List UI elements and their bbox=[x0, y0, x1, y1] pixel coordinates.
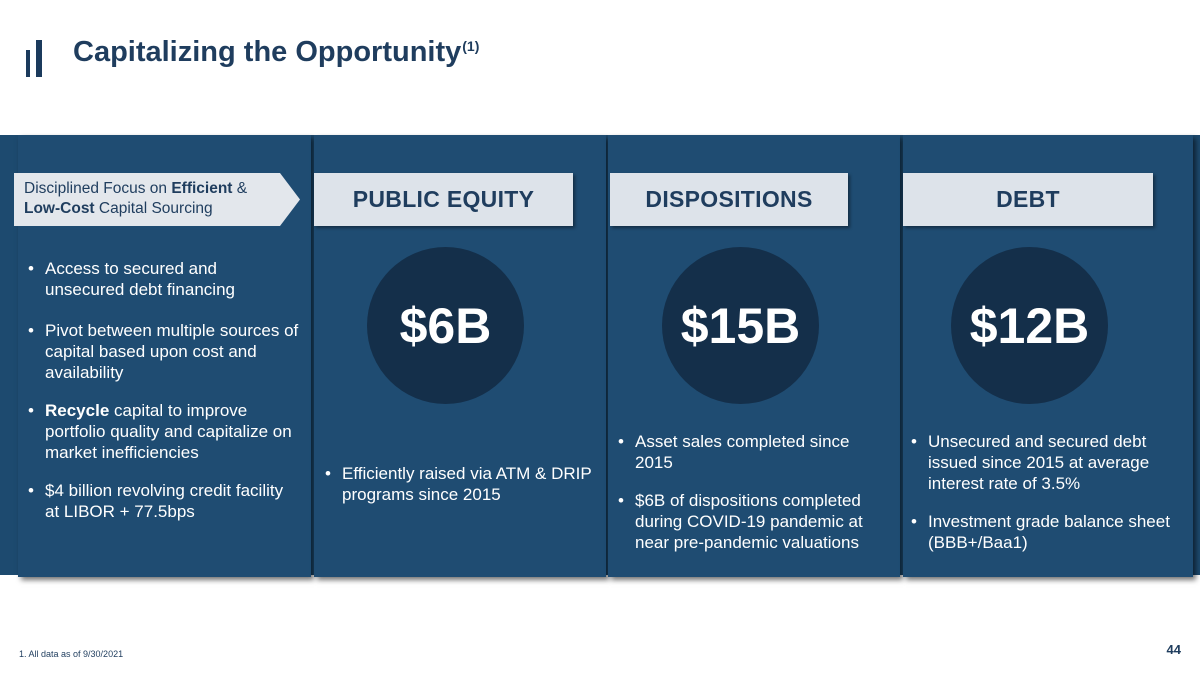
public-equity-bullets: Efficiently raised via ATM & DRIP progra… bbox=[323, 463, 593, 505]
amount-circle-dispositions: $15B bbox=[662, 247, 819, 404]
debt-bullets: Unsecured and secured debt issued since … bbox=[909, 431, 1189, 553]
list-item: $4 billion revolving credit facility at … bbox=[26, 480, 301, 522]
list-item: Unsecured and secured debt issued since … bbox=[909, 431, 1189, 494]
capital-sourcing-callout: Disciplined Focus on Efficient & Low-Cos… bbox=[14, 173, 300, 226]
title-footnote-marker: (1) bbox=[462, 38, 480, 54]
amount-circle-public-equity: $6B bbox=[367, 247, 524, 404]
dispositions-bullets: Asset sales completed since 2015 $6B of … bbox=[616, 431, 886, 553]
list-item: Investment grade balance sheet (BBB+/Baa… bbox=[909, 511, 1189, 553]
list-item: $6B of dispositions completed during COV… bbox=[616, 490, 886, 553]
amount-circle-debt: $12B bbox=[951, 247, 1108, 404]
header-public-equity: PUBLIC EQUITY bbox=[314, 173, 573, 226]
list-item: Recycle capital to improve portfolio qua… bbox=[26, 400, 301, 463]
slide-title: Capitalizing the Opportunity(1) bbox=[73, 36, 480, 68]
list-item: Pivot between multiple sources of capita… bbox=[26, 320, 301, 383]
company-logo-icon bbox=[26, 40, 46, 77]
capital-sourcing-bullets: Access to secured and unsecured debt fin… bbox=[26, 258, 301, 522]
footnote: 1. All data as of 9/30/2021 bbox=[19, 649, 124, 659]
header-debt: DEBT bbox=[903, 173, 1153, 226]
list-item: Asset sales completed since 2015 bbox=[616, 431, 886, 473]
list-item: Access to secured and unsecured debt fin… bbox=[26, 258, 301, 300]
page-number: 44 bbox=[1166, 642, 1181, 657]
list-item: Efficiently raised via ATM & DRIP progra… bbox=[323, 463, 593, 505]
header-dispositions: DISPOSITIONS bbox=[610, 173, 848, 226]
